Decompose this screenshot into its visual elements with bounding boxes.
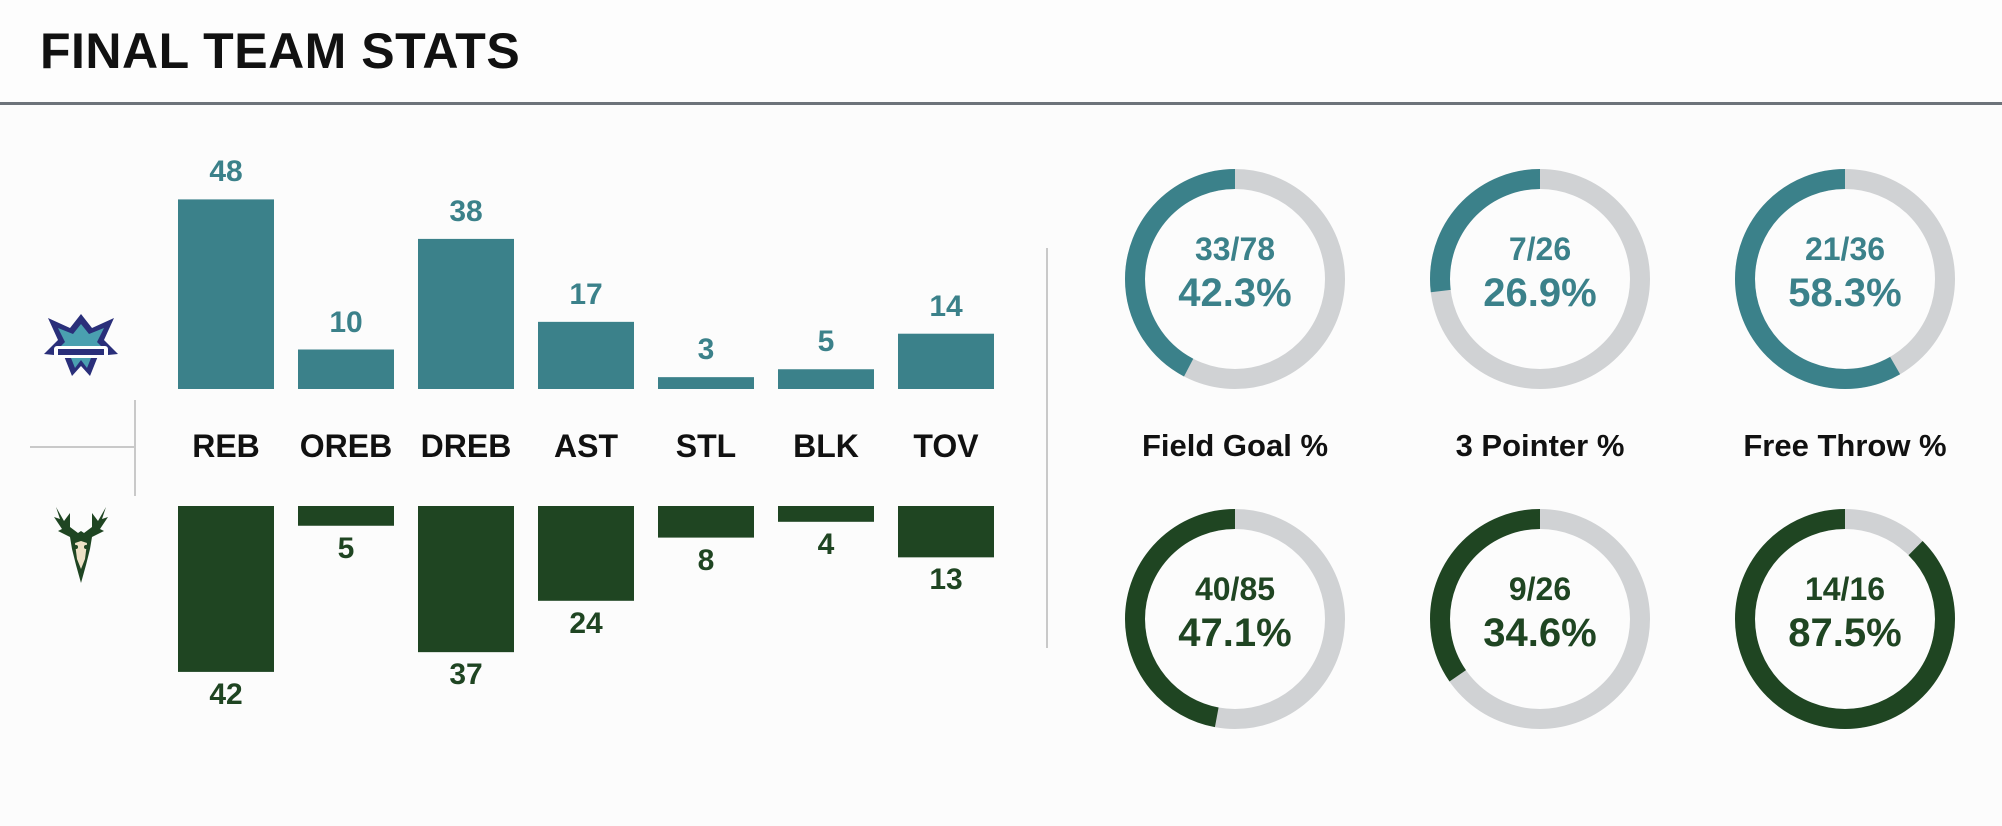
fg-bottom-fraction: 40/85 (1194, 571, 1276, 607)
ft-top-fraction: 21/36 (1804, 231, 1886, 267)
top-bar-reb (178, 199, 274, 389)
bottom-value-reb: 42 (209, 677, 243, 711)
3pt-bottom-arc (1430, 509, 1650, 729)
top-value-dreb: 38 (449, 194, 483, 228)
top-bar-stl (658, 377, 754, 389)
ft-bottom-arc (1735, 509, 1955, 729)
bottom-bar-blk (778, 506, 874, 522)
bottom-bar-ast (538, 506, 634, 601)
charlotte-hornets-logo-icon (44, 314, 118, 376)
bottom-value-oreb: 5 (337, 531, 355, 565)
bottom-value-stl: 8 (697, 543, 715, 577)
fg-top-percent: 42.3% (1178, 271, 1292, 315)
bottom-bar-dreb (418, 506, 514, 653)
label-free-throw: Free Throw % (1743, 428, 1947, 463)
top-value-tov: 14 (929, 289, 963, 323)
stat-label-tov: TOV (913, 428, 979, 464)
fg-bottom-percent: 47.1% (1178, 611, 1292, 655)
ft-bottom-percent: 87.5% (1788, 611, 1902, 655)
fg-top-arc (1125, 169, 1345, 389)
stat-label-ast: AST (554, 428, 618, 464)
3pt-top-percent: 26.9% (1483, 271, 1597, 315)
page-title: FINAL TEAM STATS (40, 23, 521, 79)
milwaukee-bucks-logo-icon (54, 507, 108, 583)
top-bar-ast (538, 321, 634, 389)
bottom-bar-tov (898, 506, 994, 558)
stat-label-oreb: OREB (299, 428, 393, 464)
stat-label-stl: STL (675, 428, 737, 464)
top-bar-oreb (298, 349, 394, 389)
ft-top-percent: 58.3% (1788, 271, 1902, 315)
bottom-value-ast: 24 (569, 606, 603, 640)
header: FINAL TEAM STATS (0, 0, 2002, 105)
bottom-bar-oreb (298, 506, 394, 526)
stat-label-reb: REB (192, 428, 260, 464)
bottom-bar-stl (658, 506, 754, 538)
legend-divider-horizontal (30, 446, 134, 448)
top-bar-tov (898, 333, 994, 389)
top-value-ast: 17 (569, 277, 603, 311)
top-value-reb: 48 (209, 155, 243, 189)
stat-label-dreb: DREB (420, 428, 512, 464)
top-bar-blk (778, 369, 874, 389)
3pt-top-arc (1430, 169, 1650, 389)
bottom-bar-reb (178, 506, 274, 672)
stat-label-blk: BLK (793, 428, 859, 464)
bottom-value-dreb: 37 (449, 658, 483, 692)
fg-bottom-arc (1125, 509, 1345, 729)
ft-bottom-fraction: 14/16 (1804, 571, 1886, 607)
bottom-value-blk: 4 (817, 527, 835, 561)
top-value-oreb: 10 (329, 305, 363, 339)
3pt-bottom-fraction: 9/26 (1508, 571, 1572, 607)
legend-divider-vertical (134, 400, 136, 496)
label-field-goal: Field Goal % (1141, 428, 1329, 463)
bottom-value-tov: 13 (929, 563, 963, 597)
ft-top-arc (1735, 169, 1955, 389)
3pt-bottom-percent: 34.6% (1483, 611, 1597, 655)
top-bar-dreb (418, 238, 514, 389)
section-divider (1046, 248, 1048, 648)
top-value-stl: 3 (697, 333, 715, 367)
top-value-blk: 5 (817, 325, 835, 359)
3pt-top-fraction: 7/26 (1508, 231, 1572, 267)
fg-top-fraction: 33/78 (1194, 231, 1276, 267)
label-3-pointer: 3 Pointer % (1455, 428, 1625, 463)
